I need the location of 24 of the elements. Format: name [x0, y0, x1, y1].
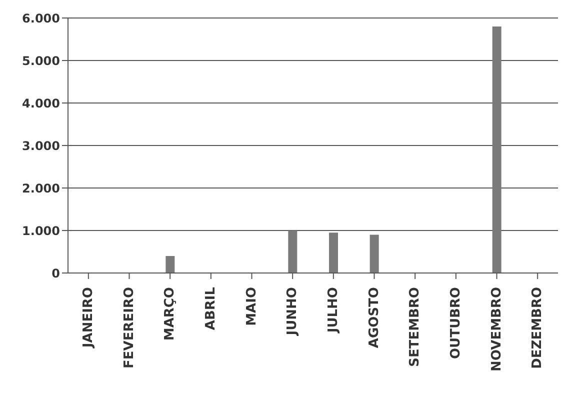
x-tick-label: MARÇO: [162, 287, 178, 341]
y-tick-label: 5.000: [22, 54, 60, 68]
x-tick-label: JANEIRO: [80, 287, 96, 349]
x-tick-label: DEZEMBRO: [530, 287, 546, 369]
y-tick-label: 6.000: [22, 11, 60, 26]
y-tick-label: 1.000: [22, 224, 60, 238]
y-tick-label: 2.000: [22, 181, 60, 196]
x-tick-label: MAIO: [244, 287, 260, 326]
x-tick-label: SETEMBRO: [408, 287, 423, 367]
x-tick-label: FEVEREIRO: [122, 287, 137, 368]
y-tick-label: 0: [52, 266, 60, 280]
x-tick-label: OUTUBRO: [448, 287, 464, 360]
x-tick-label: ABRIL: [203, 287, 218, 330]
x-tick-label: JUNHO: [285, 287, 300, 336]
y-tick-label: 4.000: [22, 96, 60, 110]
bar: [288, 230, 298, 273]
x-tick-label: JULHO: [326, 287, 341, 334]
bar: [370, 234, 379, 273]
x-tick-label: NOVEMBRO: [489, 287, 504, 372]
bar: [166, 256, 175, 273]
bar: [492, 26, 502, 273]
bar: [329, 232, 338, 273]
y-tick-label: 3.000: [22, 138, 60, 153]
x-tick-label: AGOSTO: [366, 287, 382, 348]
